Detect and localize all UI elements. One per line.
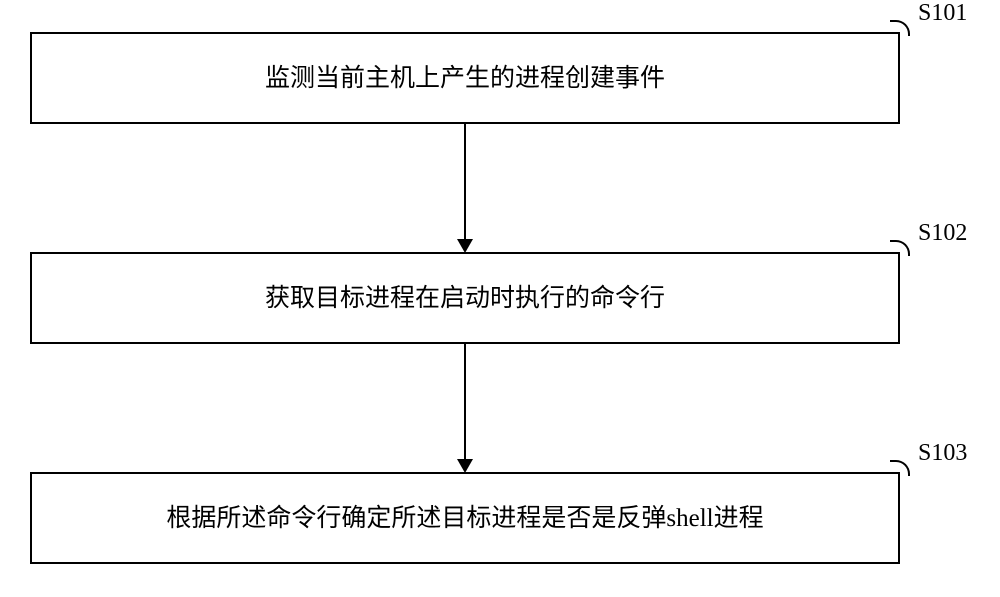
arrow-line: [464, 344, 466, 459]
arrow-line: [464, 124, 466, 239]
flowchart-node-s101: 监测当前主机上产生的进程创建事件: [30, 32, 900, 124]
node-label-s101: S101: [918, 0, 967, 27]
node-label-s103: S103: [918, 440, 967, 467]
node-label-s102: S102: [918, 220, 967, 247]
label-tick-s103: [890, 460, 910, 476]
arrow-head: [457, 459, 473, 473]
flowchart-container: 监测当前主机上产生的进程创建事件 S101 获取目标进程在启动时执行的命令行 S…: [0, 0, 1000, 597]
flowchart-node-s103: 根据所述命令行确定所述目标进程是否是反弹shell进程: [30, 472, 900, 564]
node-text: 获取目标进程在启动时执行的命令行: [265, 281, 665, 316]
node-text: 监测当前主机上产生的进程创建事件: [265, 61, 665, 96]
flowchart-node-s102: 获取目标进程在启动时执行的命令行: [30, 252, 900, 344]
node-text: 根据所述命令行确定所述目标进程是否是反弹shell进程: [166, 501, 763, 536]
label-tick-s101: [890, 20, 910, 36]
label-tick-s102: [890, 240, 910, 256]
arrow-head: [457, 239, 473, 253]
